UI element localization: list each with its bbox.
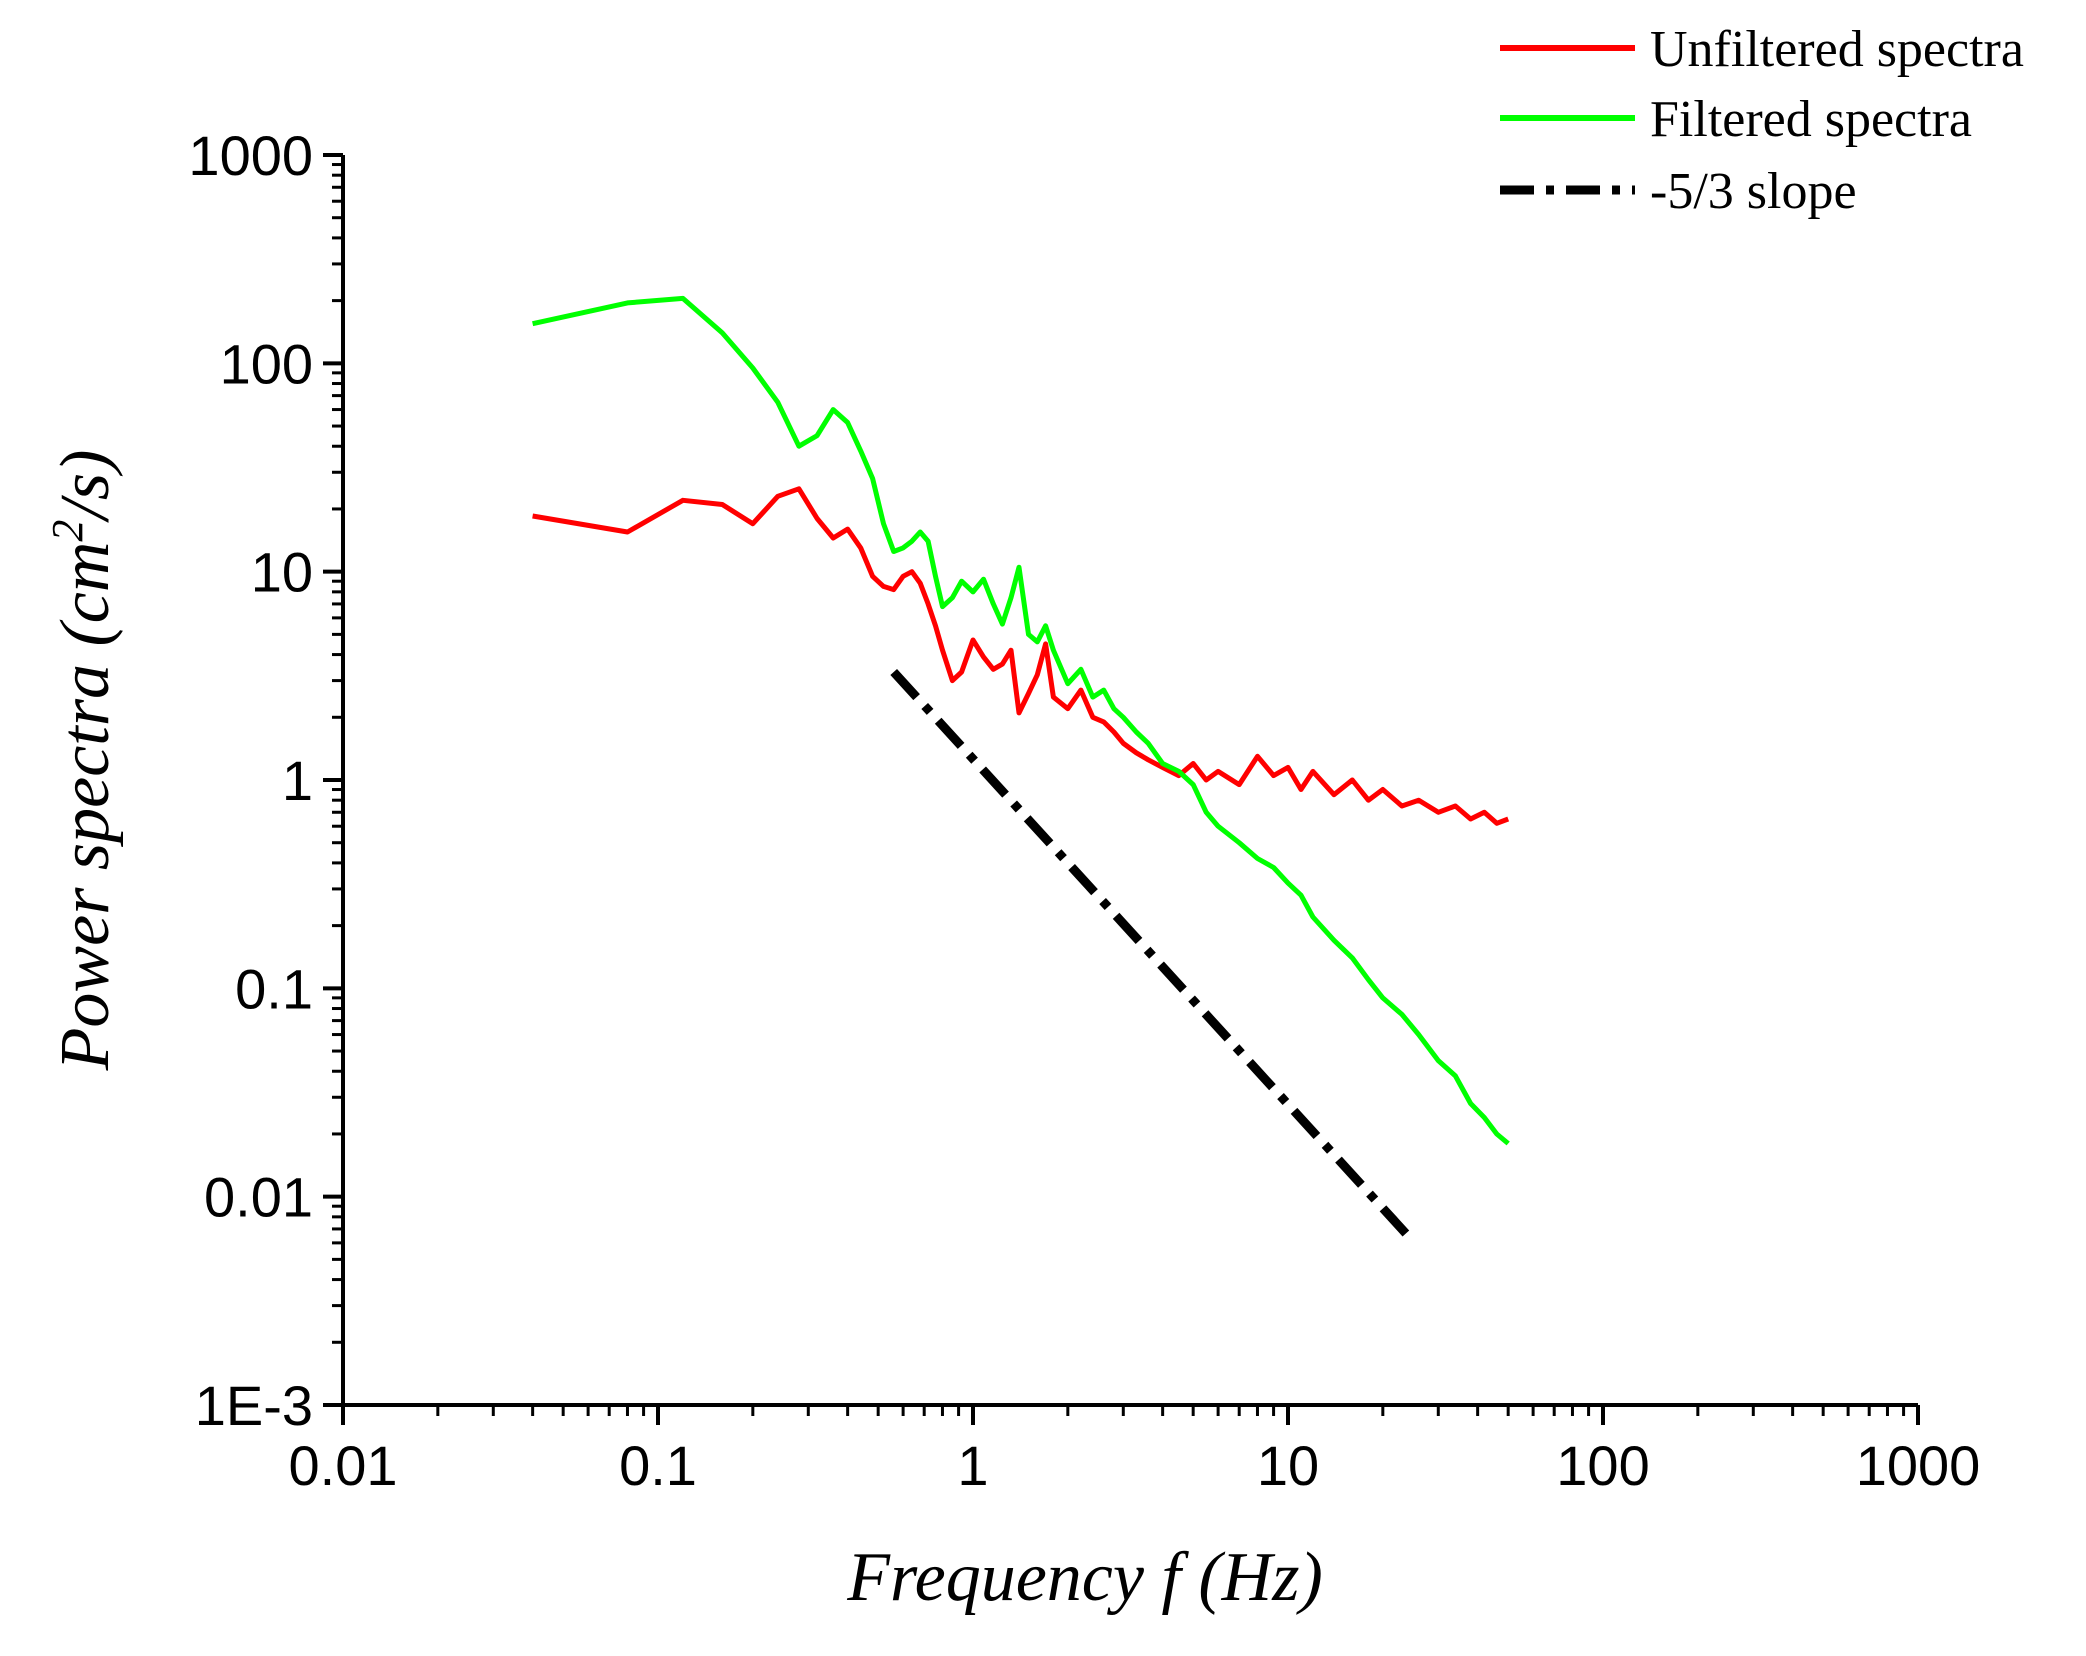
y-tick-label: 10: [251, 541, 313, 604]
legend-item-filtered: Filtered spectra: [1500, 91, 1972, 148]
y-tick-label: 1000: [188, 124, 313, 187]
y-tick-label: 1E-3: [195, 1374, 313, 1437]
legend-label-filtered: Filtered spectra: [1650, 91, 1972, 148]
axes: [341, 155, 1918, 1407]
slope-line: [890, 668, 1412, 1239]
x-tick-label: 1: [957, 1434, 988, 1497]
x-axis-title: Frequency f (Hz): [846, 1539, 1323, 1616]
y-tick-label: 1: [282, 749, 313, 812]
legend: Unfiltered spectra Filtered spectra -5/3…: [1500, 21, 2024, 220]
series-filtered-line: [532, 295, 1510, 1146]
series-layer: [532, 295, 1510, 1239]
x-tick-label: 0.1: [619, 1434, 697, 1497]
y-axis-title: Power spectra (cm2/s): [43, 450, 124, 1072]
legend-label-slope: -5/3 slope: [1650, 163, 1857, 220]
y-tick-label: 0.01: [204, 1166, 313, 1229]
legend-item-slope: -5/3 slope: [1500, 163, 1857, 220]
x-tick-label: 1000: [1856, 1434, 1981, 1497]
legend-label-unfiltered: Unfiltered spectra: [1650, 21, 2024, 78]
x-tick-label: 100: [1556, 1434, 1649, 1497]
series-unfiltered-line: [532, 486, 1510, 826]
x-tick-label: 0.01: [289, 1434, 398, 1497]
y-tick-label: 100: [220, 332, 313, 395]
y-tick-label: 0.1: [235, 957, 313, 1020]
legend-item-unfiltered: Unfiltered spectra: [1500, 21, 2024, 78]
x-tick-label: 10: [1257, 1434, 1319, 1497]
